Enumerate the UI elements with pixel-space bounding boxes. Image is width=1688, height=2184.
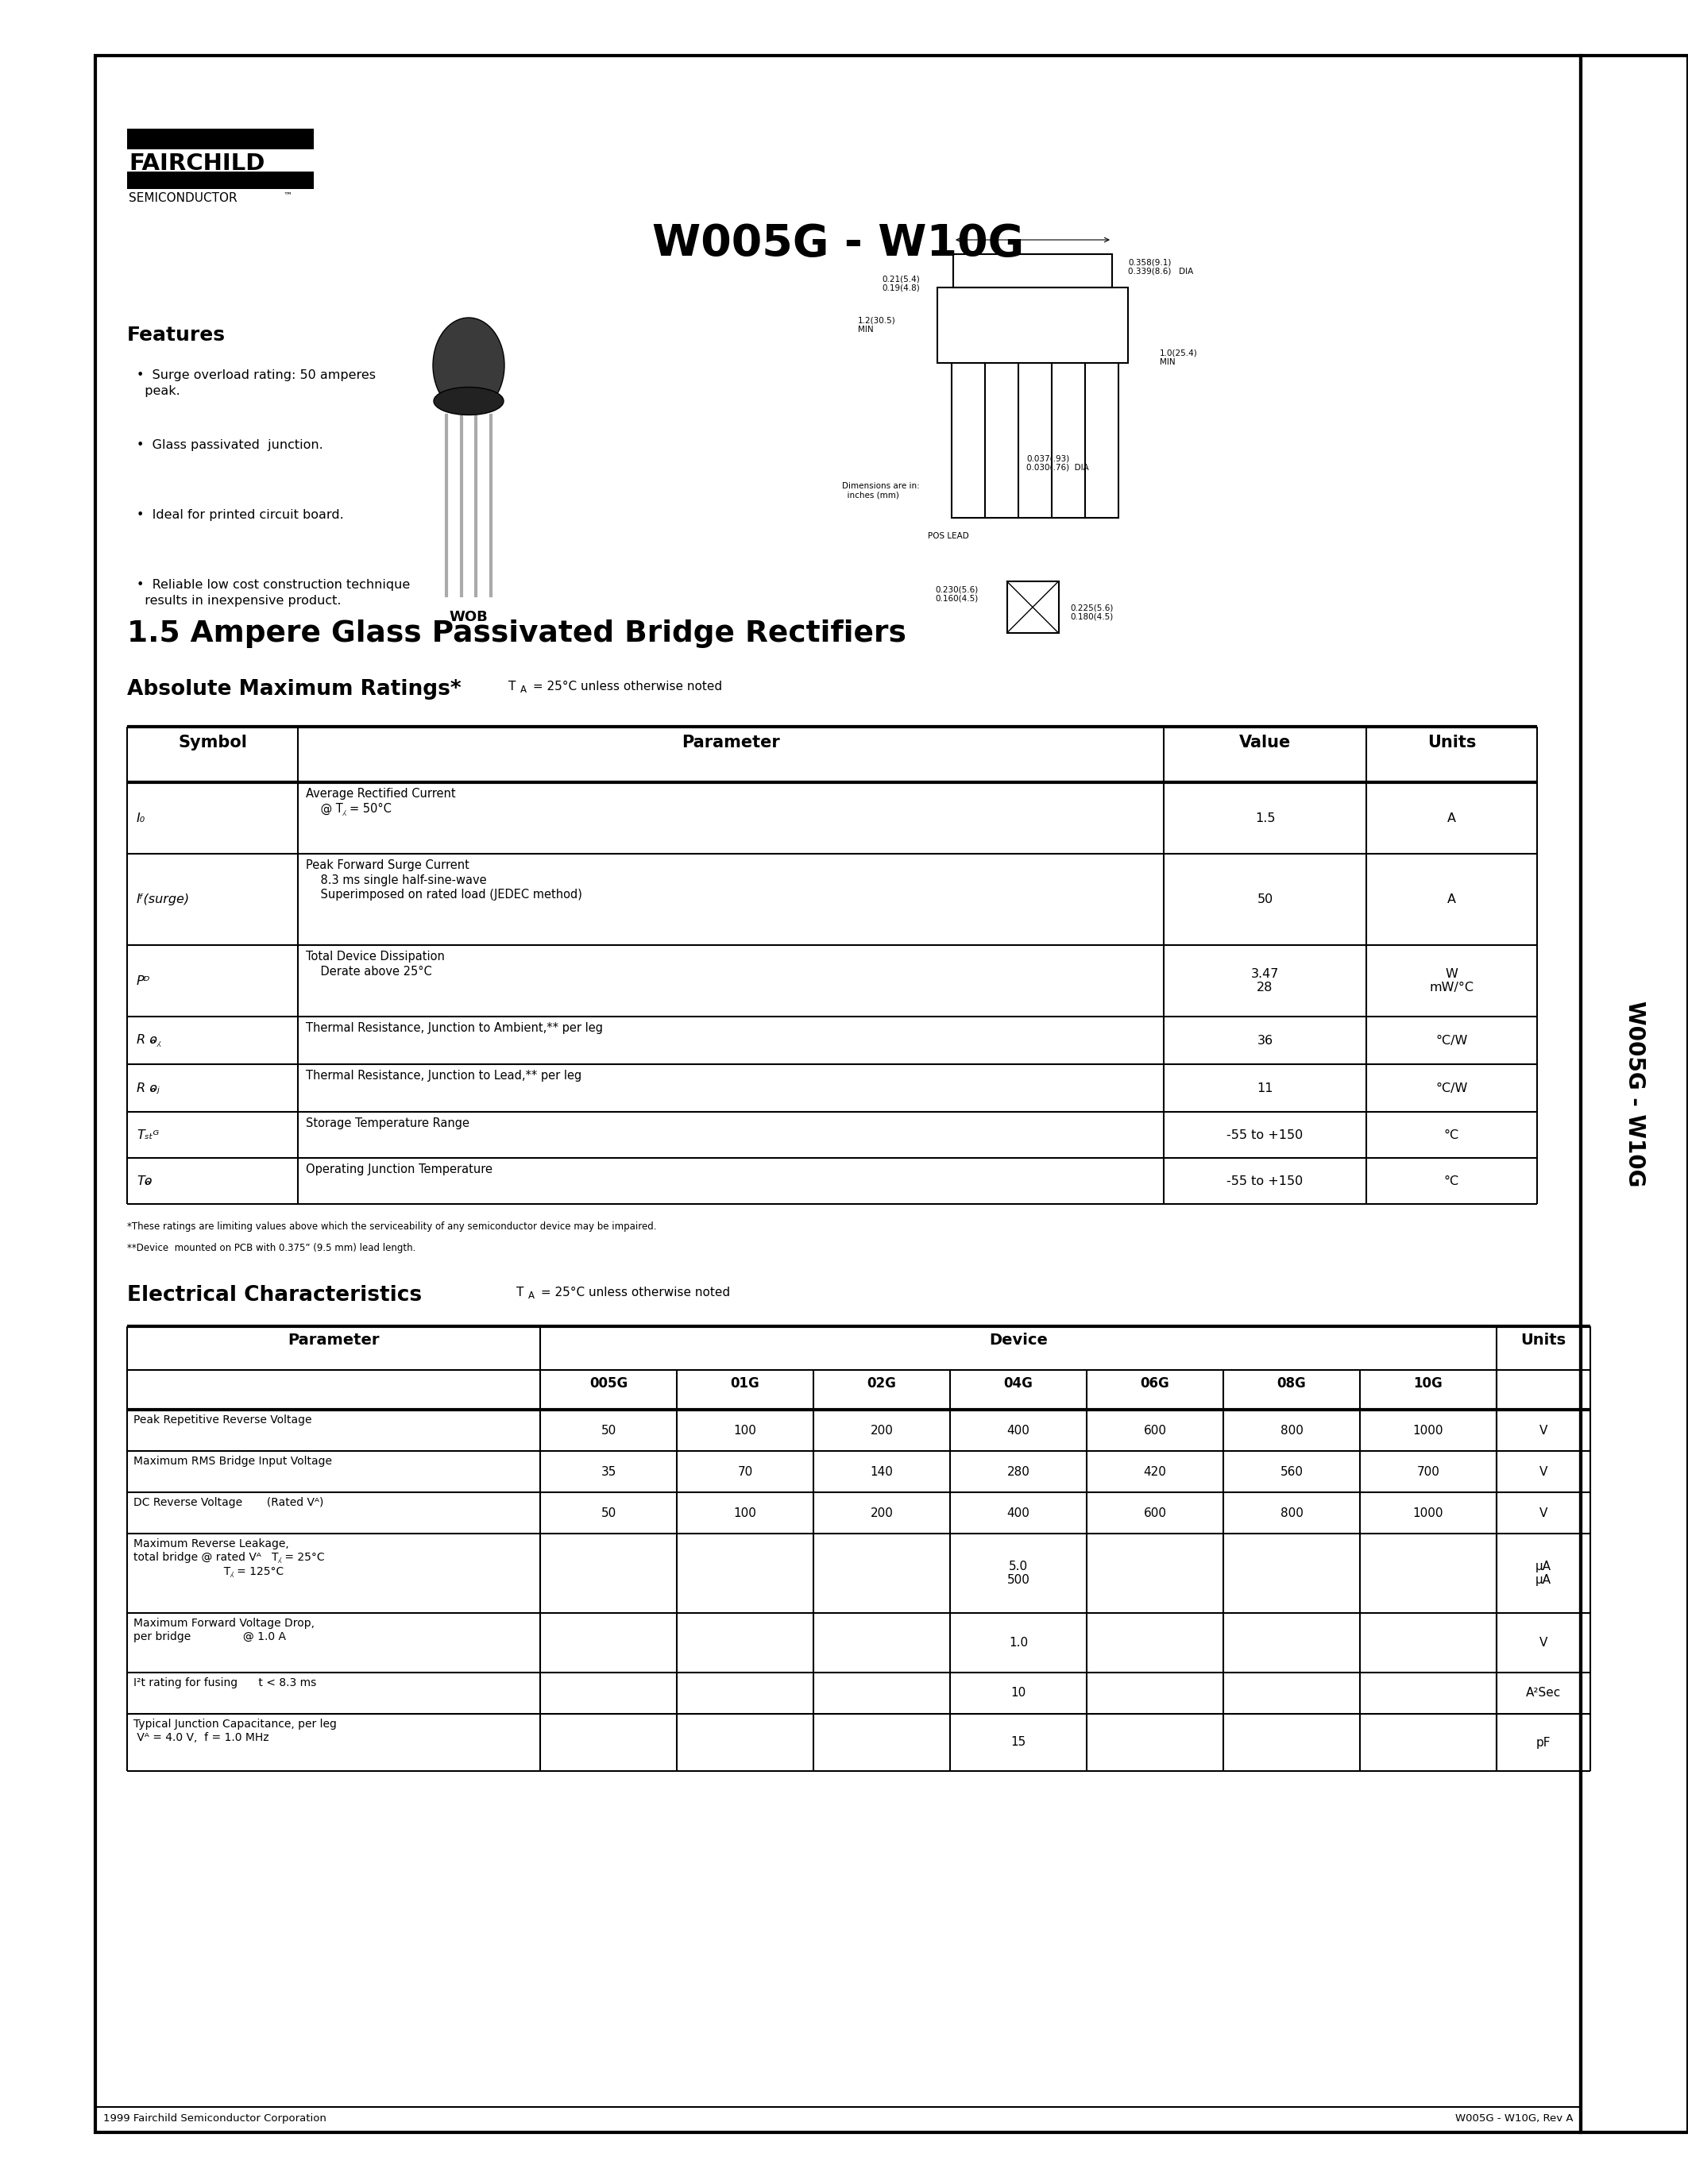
Text: 280: 280 — [1006, 1465, 1030, 1479]
Text: Total Device Dissipation
    Derate above 25°C: Total Device Dissipation Derate above 25… — [306, 950, 444, 976]
Text: °C: °C — [1445, 1175, 1458, 1186]
Text: **Device  mounted on PCB with 0.375” (9.5 mm) lead length.: **Device mounted on PCB with 0.375” (9.5… — [127, 1243, 415, 1254]
Text: 800: 800 — [1280, 1507, 1303, 1518]
Text: Thermal Resistance, Junction to Ambient,** per leg: Thermal Resistance, Junction to Ambient,… — [306, 1022, 603, 1033]
Text: Thermal Resistance, Junction to Lead,** per leg: Thermal Resistance, Junction to Lead,** … — [306, 1070, 582, 1081]
Text: 400: 400 — [1006, 1507, 1030, 1518]
Text: R ⱺⱼ: R ⱺⱼ — [137, 1081, 159, 1094]
Text: V: V — [1539, 1636, 1548, 1649]
Text: Average Rectified Current
    @ T⁁ = 50°C: Average Rectified Current @ T⁁ = 50°C — [306, 788, 456, 815]
Text: 15: 15 — [1011, 1736, 1026, 1749]
Text: V: V — [1539, 1424, 1548, 1437]
Bar — [954, 253, 1112, 288]
Text: POS LEAD: POS LEAD — [928, 533, 969, 539]
Text: 100: 100 — [734, 1507, 756, 1518]
Text: 560: 560 — [1280, 1465, 1303, 1479]
Text: ™: ™ — [284, 192, 292, 201]
Text: °C/W: °C/W — [1435, 1035, 1469, 1046]
Text: T: T — [517, 1286, 523, 1299]
Text: •  Glass passivated  junction.: • Glass passivated junction. — [137, 439, 322, 452]
Text: Tⱺ: Tⱺ — [137, 1175, 152, 1186]
Text: R ⱺ⁁: R ⱺ⁁ — [137, 1033, 160, 1046]
Text: T: T — [508, 681, 517, 692]
Bar — [127, 173, 314, 190]
Text: 140: 140 — [871, 1465, 893, 1479]
Text: 200: 200 — [871, 1507, 893, 1518]
Text: W005G - W10G: W005G - W10G — [652, 223, 1025, 264]
Ellipse shape — [434, 387, 503, 415]
Text: = 25°C unless otherwise noted: = 25°C unless otherwise noted — [528, 681, 722, 692]
Text: 70: 70 — [738, 1465, 753, 1479]
Text: 600: 600 — [1143, 1424, 1166, 1437]
Text: Maximum Forward Voltage Drop,
per bridge               @ 1.0 A: Maximum Forward Voltage Drop, per bridge… — [133, 1618, 314, 1642]
Text: 01G: 01G — [731, 1376, 760, 1391]
Text: 50: 50 — [601, 1507, 616, 1518]
Text: W005G - W10G: W005G - W10G — [1624, 1000, 1646, 1188]
Text: 10G: 10G — [1413, 1376, 1443, 1391]
Bar — [1006, 581, 1058, 633]
Text: 50: 50 — [601, 1424, 616, 1437]
Text: I₀: I₀ — [137, 812, 145, 823]
Text: Units: Units — [1428, 734, 1475, 751]
Text: W
mW/°C: W mW/°C — [1430, 968, 1474, 994]
Text: A²Sec: A²Sec — [1526, 1688, 1561, 1699]
Text: SEMICONDUCTOR: SEMICONDUCTOR — [128, 192, 238, 203]
Text: 800: 800 — [1280, 1424, 1303, 1437]
Text: V: V — [1539, 1507, 1548, 1518]
Text: 420: 420 — [1143, 1465, 1166, 1479]
Text: A: A — [520, 684, 527, 695]
Text: 0.225(5.6)
0.180(4.5): 0.225(5.6) 0.180(4.5) — [1070, 603, 1114, 620]
Text: *These ratings are limiting values above which the serviceability of any semicon: *These ratings are limiting values above… — [127, 1221, 657, 1232]
Text: V: V — [1539, 1465, 1548, 1479]
Text: Typical Junction Capacitance, per leg
 Vᴬ = 4.0 V,  f = 1.0 MHz: Typical Junction Capacitance, per leg Vᴬ… — [133, 1719, 336, 1743]
Text: Operating Junction Temperature: Operating Junction Temperature — [306, 1164, 493, 1175]
Text: 700: 700 — [1416, 1465, 1440, 1479]
Text: •  Ideal for printed circuit board.: • Ideal for printed circuit board. — [137, 509, 344, 522]
Text: °C/W: °C/W — [1435, 1081, 1469, 1094]
Text: 1000: 1000 — [1413, 1507, 1443, 1518]
Text: 1.0(25.4)
MIN: 1.0(25.4) MIN — [1160, 349, 1198, 367]
Bar — [1580, 55, 1688, 2132]
Text: •  Surge overload rating: 50 amperes
  peak.: • Surge overload rating: 50 amperes peak… — [137, 369, 376, 397]
Text: W005G - W10G, Rev A: W005G - W10G, Rev A — [1455, 2114, 1573, 2123]
Text: DC Reverse Voltage       (Rated Vᴬ): DC Reverse Voltage (Rated Vᴬ) — [133, 1496, 324, 1509]
Text: 04G: 04G — [1004, 1376, 1033, 1391]
Text: °C: °C — [1445, 1129, 1458, 1140]
Text: 1.5 Ampere Glass Passivated Bridge Rectifiers: 1.5 Ampere Glass Passivated Bridge Recti… — [127, 620, 906, 649]
Text: 400: 400 — [1006, 1424, 1030, 1437]
Text: Units: Units — [1521, 1332, 1566, 1348]
Text: = 25°C unless otherwise noted: = 25°C unless otherwise noted — [537, 1286, 731, 1299]
Text: 06G: 06G — [1141, 1376, 1170, 1391]
Text: Storage Temperature Range: Storage Temperature Range — [306, 1118, 469, 1129]
Text: Dimensions are in:
  inches (mm): Dimensions are in: inches (mm) — [842, 483, 920, 500]
Text: 36: 36 — [1258, 1035, 1273, 1046]
Text: -55 to +150: -55 to +150 — [1227, 1129, 1303, 1140]
Text: 3.47
28: 3.47 28 — [1251, 968, 1280, 994]
Text: Parameter: Parameter — [682, 734, 780, 751]
Bar — [937, 288, 1128, 363]
Bar — [127, 129, 314, 149]
Text: Parameter: Parameter — [287, 1332, 380, 1348]
Text: I²t rating for fusing      t < 8.3 ms: I²t rating for fusing t < 8.3 ms — [133, 1677, 316, 1688]
Text: 02G: 02G — [868, 1376, 896, 1391]
Text: 0.21(5.4)
0.19(4.8): 0.21(5.4) 0.19(4.8) — [881, 275, 920, 293]
Text: -55 to +150: -55 to +150 — [1227, 1175, 1303, 1186]
Text: 1.0: 1.0 — [1009, 1636, 1028, 1649]
Text: 005G: 005G — [589, 1376, 628, 1391]
Ellipse shape — [432, 317, 505, 413]
Text: Device: Device — [989, 1332, 1048, 1348]
Text: Peak Repetitive Reverse Voltage: Peak Repetitive Reverse Voltage — [133, 1415, 312, 1426]
Text: 1999 Fairchild Semiconductor Corporation: 1999 Fairchild Semiconductor Corporation — [103, 2114, 326, 2123]
Text: A: A — [1447, 812, 1457, 823]
Text: •  Reliable low cost construction technique
  results in inexpensive product.: • Reliable low cost construction techniq… — [137, 579, 410, 607]
Text: 50: 50 — [1258, 893, 1273, 906]
Text: 11: 11 — [1258, 1081, 1273, 1094]
Text: 1000: 1000 — [1413, 1424, 1443, 1437]
Text: 200: 200 — [871, 1424, 893, 1437]
Text: 5.0
500: 5.0 500 — [1006, 1559, 1030, 1586]
Text: 35: 35 — [601, 1465, 616, 1479]
Text: Features: Features — [127, 325, 226, 345]
Text: Electrical Characteristics: Electrical Characteristics — [127, 1284, 422, 1306]
Text: 1.5: 1.5 — [1254, 812, 1274, 823]
Text: Pᴰ: Pᴰ — [137, 974, 150, 987]
